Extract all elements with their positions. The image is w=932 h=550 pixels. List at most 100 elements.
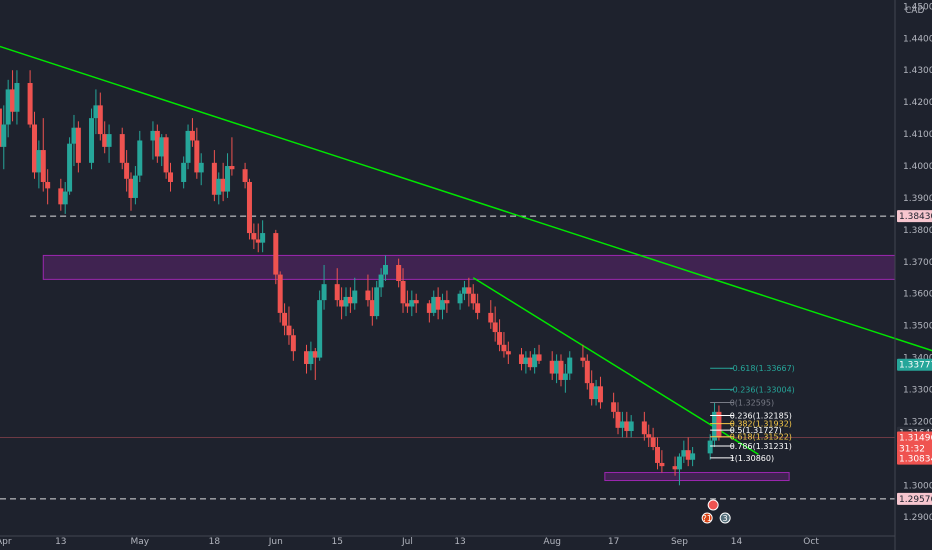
candle-body xyxy=(36,150,42,173)
candle-body xyxy=(194,140,200,173)
support-resistance-zone xyxy=(42,254,896,280)
candle-body xyxy=(154,130,160,157)
price-tick-label: 1.37000 xyxy=(903,258,932,268)
lines-layer xyxy=(0,45,932,500)
trendline xyxy=(0,45,932,352)
price-tick-label: 1.40000 xyxy=(903,162,932,172)
candle-body xyxy=(246,181,252,234)
candle-body xyxy=(282,312,288,326)
candle-body xyxy=(470,293,476,304)
candle-body xyxy=(457,293,463,304)
time-tick-label: 17 xyxy=(608,537,619,547)
price-badge xyxy=(897,210,932,223)
candle-body xyxy=(273,233,279,275)
candle-body xyxy=(523,357,529,364)
candle-body xyxy=(435,296,441,310)
candle-body xyxy=(255,239,261,243)
candle-body xyxy=(89,118,95,163)
candle-body xyxy=(378,274,384,288)
candle-body xyxy=(685,450,691,460)
candle-body xyxy=(132,175,138,198)
candle-body xyxy=(10,89,16,112)
candle-body xyxy=(211,162,217,195)
candle-body xyxy=(27,83,33,125)
currency-label: CAD xyxy=(905,6,924,16)
candle-body xyxy=(646,434,652,438)
candle-body xyxy=(659,462,665,467)
candle-body xyxy=(501,344,507,352)
candle-body xyxy=(67,143,73,192)
price-badge-label: 31:32 xyxy=(899,445,925,455)
candle-body xyxy=(611,402,617,412)
candle-body xyxy=(497,332,503,345)
price-tick-label: 1.33000 xyxy=(903,386,932,396)
candle-body xyxy=(619,421,625,428)
candle-body xyxy=(558,360,564,380)
price-badge xyxy=(897,358,932,371)
candle-body xyxy=(628,421,634,432)
candle-body xyxy=(396,265,402,281)
candle-body xyxy=(593,386,599,400)
candle-body xyxy=(567,357,573,374)
candle-body xyxy=(31,124,37,173)
candle-body xyxy=(589,383,595,400)
candle-body xyxy=(527,357,533,368)
price-tick-label: 1.45000 xyxy=(903,2,932,12)
fib-level-label: 0.382(1.31932) xyxy=(730,420,792,429)
time-tick-label: Aug xyxy=(543,537,561,547)
candle-body xyxy=(475,303,481,313)
candle-body xyxy=(404,303,410,307)
time-tick-label: Oct xyxy=(803,537,819,547)
candle-body xyxy=(716,411,722,438)
candle-body xyxy=(440,300,446,310)
time-tick-label: Sep xyxy=(671,537,688,547)
flag-icon xyxy=(707,499,719,511)
time-tick-label: Jun xyxy=(268,537,283,547)
flag-icon xyxy=(719,512,731,524)
candle-body xyxy=(580,357,586,361)
candle-body xyxy=(317,300,323,358)
fib-layer: -0.618(1.33667) -0.236(1.33004) 0(1.32595)… xyxy=(710,364,795,463)
candle-body xyxy=(461,287,467,294)
candle-body xyxy=(71,127,77,144)
time-tick-label: 15 xyxy=(331,537,342,547)
price-badge xyxy=(897,452,932,465)
candle-body xyxy=(308,351,314,364)
candle-body xyxy=(554,360,560,374)
candle-body xyxy=(159,137,165,157)
price-tick-label: 1.29000 xyxy=(903,513,932,523)
candle-body xyxy=(58,188,64,205)
candle-body xyxy=(369,300,375,317)
candle-body xyxy=(14,83,20,112)
candle-body xyxy=(185,130,191,163)
candle-body xyxy=(304,351,310,364)
candle-body xyxy=(562,373,568,380)
candle-body xyxy=(409,300,415,307)
candle-body xyxy=(62,191,68,205)
price-tick-label: 1.38000 xyxy=(903,226,932,236)
time-tick-label: May xyxy=(130,537,149,547)
candle-body xyxy=(251,233,257,240)
candle-body xyxy=(584,360,590,384)
fib-level-label: 0.618(1.31522) xyxy=(730,433,792,442)
candle-body xyxy=(163,137,169,173)
candle-body xyxy=(352,290,358,304)
candle-body xyxy=(75,127,81,163)
price-tick-label: 1.39000 xyxy=(903,194,932,204)
candle-body xyxy=(518,354,524,364)
candle-body xyxy=(343,296,349,307)
candle-body xyxy=(97,105,103,135)
candle-body xyxy=(597,386,603,403)
time-tick-label: 18 xyxy=(209,537,221,547)
event-label: 3 xyxy=(723,514,728,523)
candle-body xyxy=(413,300,419,304)
candle-body xyxy=(290,335,296,352)
time-tick-label: 14 xyxy=(731,537,743,547)
candle-body xyxy=(615,411,621,428)
fib-level-label: 1(1.30860) xyxy=(730,454,774,463)
candle-body xyxy=(220,178,226,192)
